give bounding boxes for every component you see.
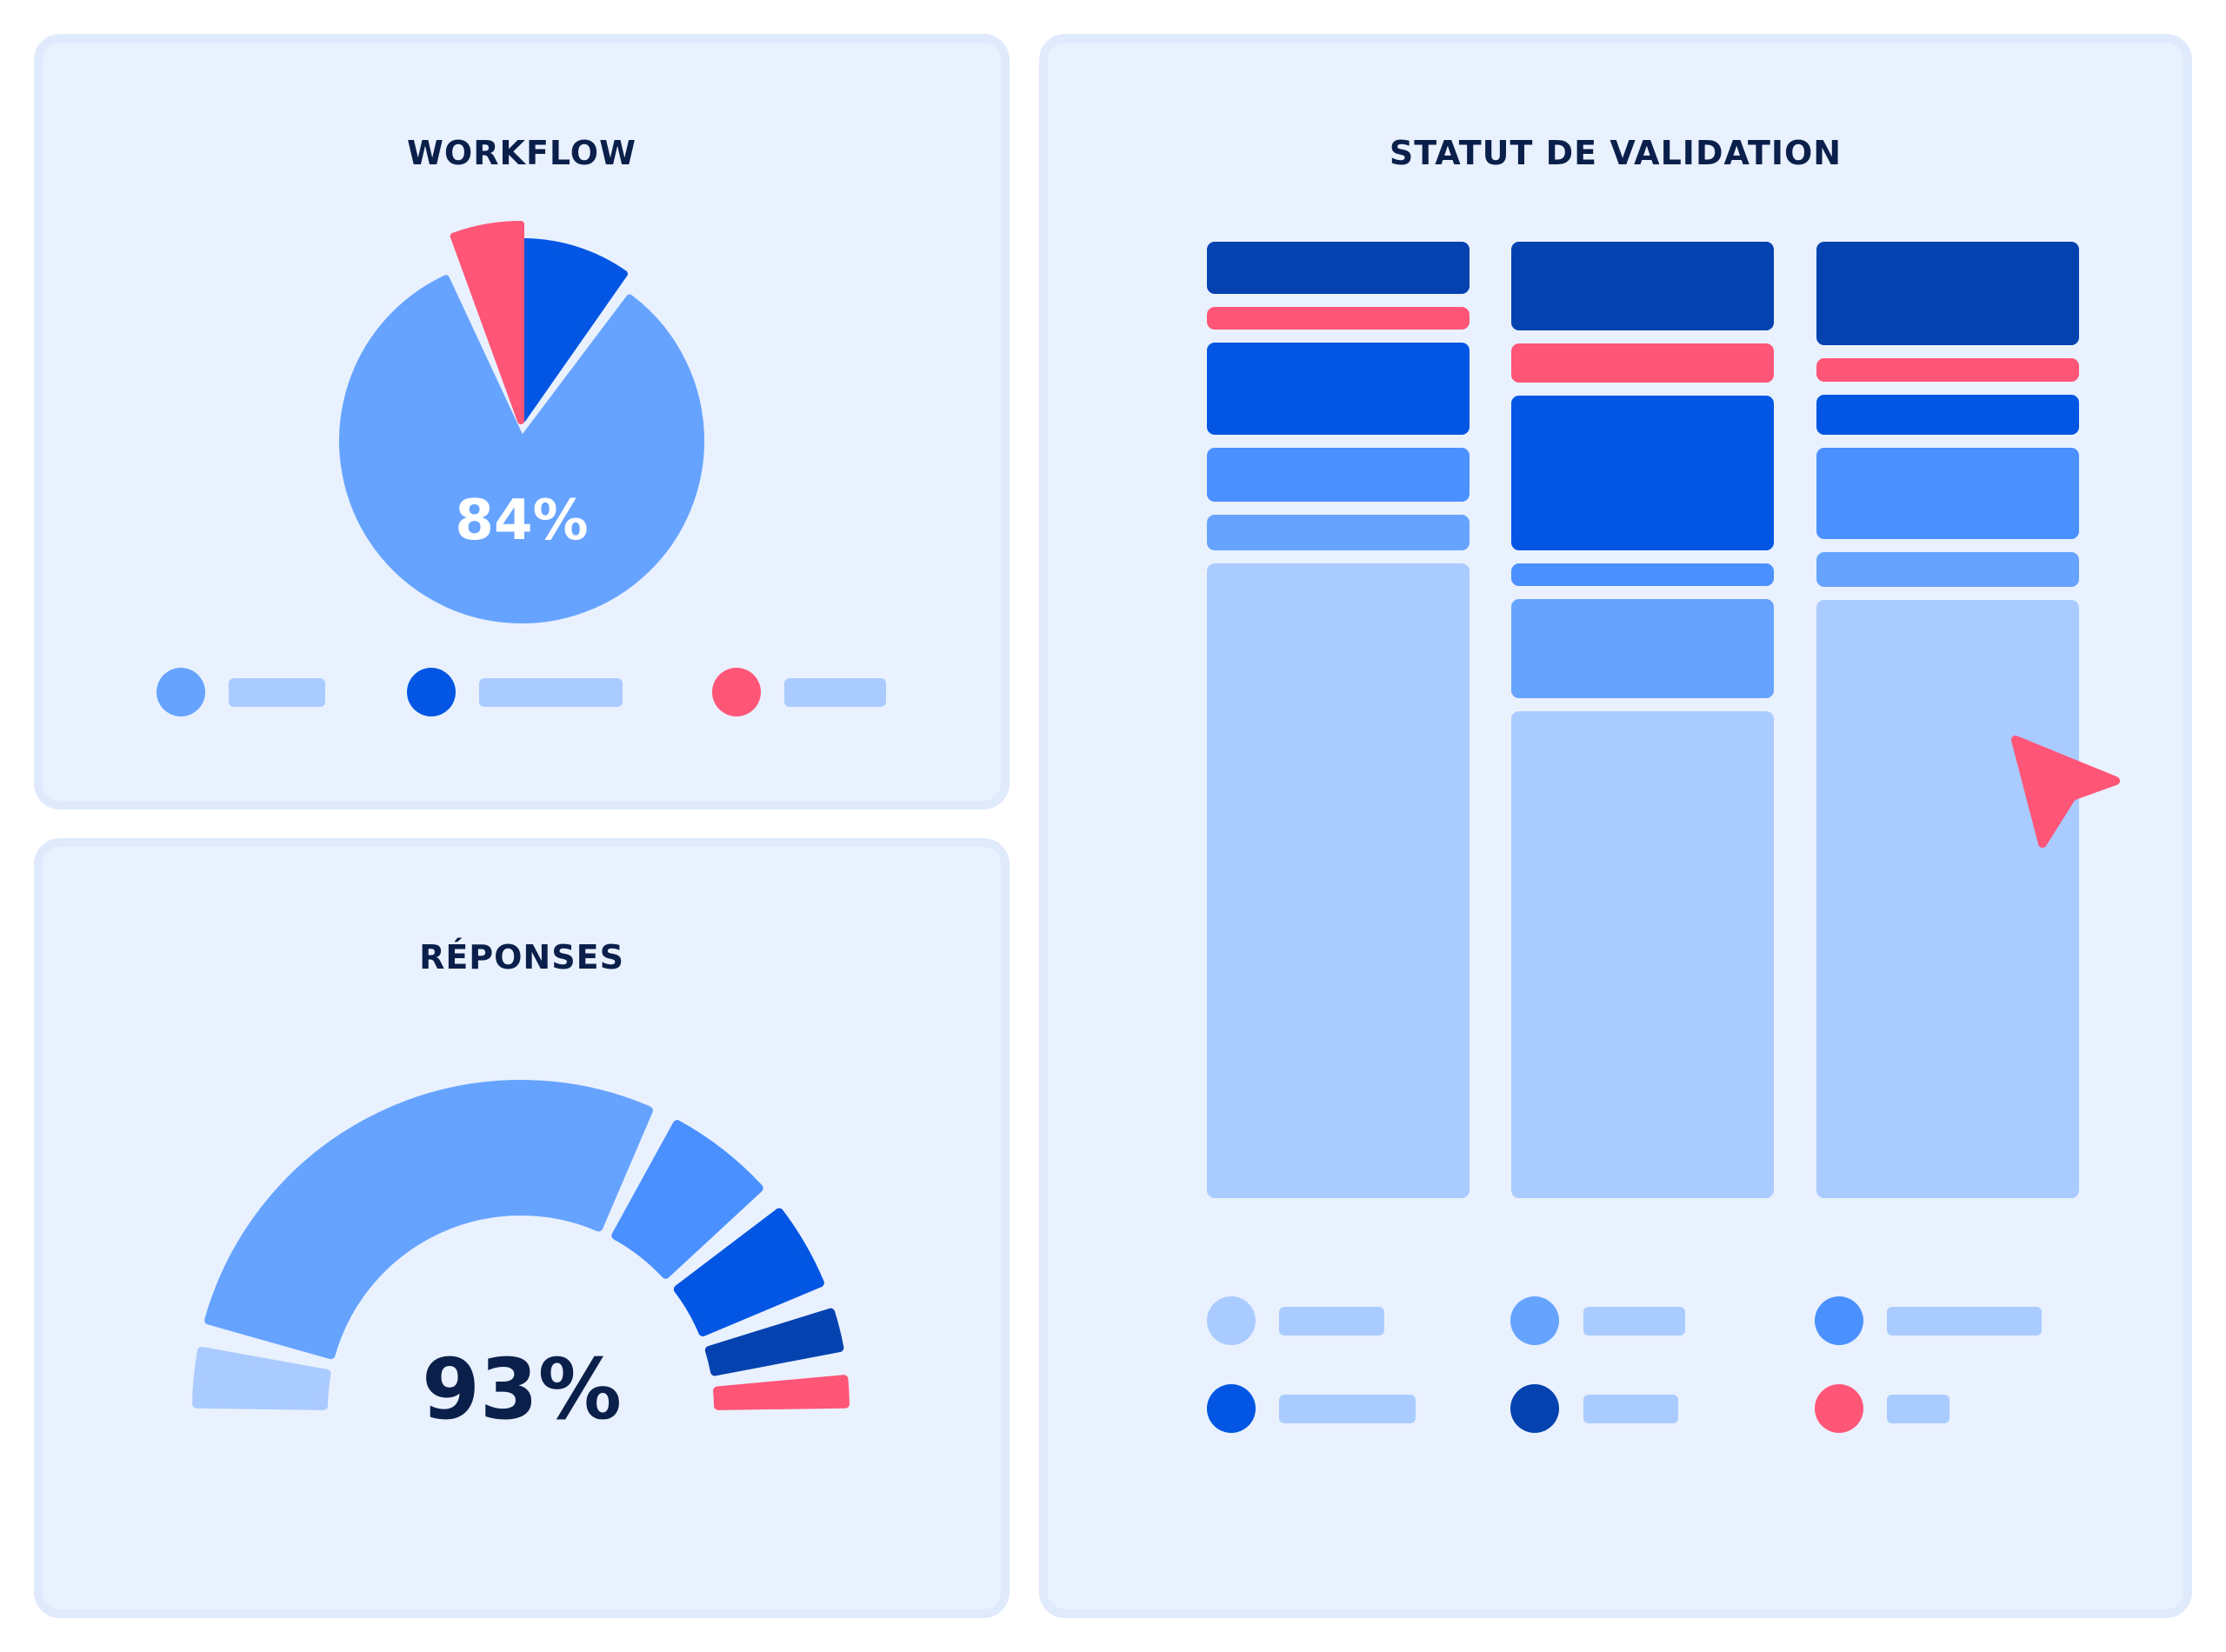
bar-segment bbox=[1816, 448, 2079, 539]
gauge-segment-2 bbox=[204, 1080, 653, 1360]
reponses-percentage: 93% bbox=[422, 1341, 622, 1438]
bar-segment bbox=[1207, 307, 1470, 330]
reponses-title: RÉPONSES bbox=[419, 938, 624, 976]
bar-segment bbox=[1207, 448, 1470, 502]
workflow-pie-chart bbox=[339, 221, 704, 623]
legend-label-placeholder-6 bbox=[1887, 1395, 1949, 1423]
legend-label-placeholder-1 bbox=[229, 678, 325, 707]
workflow-title: WORKFLOW bbox=[407, 134, 636, 172]
legend-label-placeholder-2 bbox=[479, 678, 623, 707]
bar-segment bbox=[1511, 599, 1774, 699]
bar-segment bbox=[1207, 563, 1470, 1198]
gauge-segment-5 bbox=[704, 1308, 844, 1376]
gauge-segment-6 bbox=[713, 1375, 850, 1410]
bar-segment bbox=[1207, 343, 1470, 435]
legend-label-placeholder-4 bbox=[1279, 1395, 1416, 1423]
pie-slice-2 bbox=[519, 238, 629, 423]
bar-segment bbox=[1207, 515, 1470, 550]
bar-segment bbox=[1511, 343, 1774, 383]
legend-dot-3 bbox=[712, 668, 761, 716]
legend-dot-2 bbox=[1510, 1296, 1559, 1345]
legend-label-placeholder-3 bbox=[1887, 1307, 2042, 1336]
legend-dot-3 bbox=[1815, 1296, 1863, 1345]
bar-segment bbox=[1816, 600, 2079, 1198]
bar-segment bbox=[1207, 242, 1470, 294]
gauge-segment-4 bbox=[673, 1208, 824, 1337]
pie-slice-1 bbox=[339, 275, 704, 623]
reponses-gauge-chart bbox=[192, 1080, 850, 1410]
legend-dot-6 bbox=[1815, 1384, 1863, 1433]
statut-validation-title: STATUT DE VALIDATION bbox=[1389, 134, 1843, 172]
legend-label-placeholder-2 bbox=[1583, 1307, 1685, 1336]
bar-segment bbox=[1816, 358, 2079, 382]
bar-segment bbox=[1816, 552, 2079, 587]
pie-slice-3 bbox=[450, 221, 524, 424]
bar-segment bbox=[1816, 242, 2079, 345]
stacked-bar-column-1 bbox=[1207, 242, 1470, 1198]
legend-label-placeholder-1 bbox=[1279, 1307, 1384, 1336]
legend-dot-1 bbox=[157, 668, 205, 716]
bar-segment bbox=[1511, 563, 1774, 587]
legend-dot-4 bbox=[1207, 1384, 1256, 1433]
legend-label-placeholder-5 bbox=[1583, 1395, 1678, 1423]
legend-label-placeholder-3 bbox=[784, 678, 886, 707]
gauge-segment-3 bbox=[611, 1120, 763, 1279]
bar-segment bbox=[1511, 242, 1774, 331]
legend-dot-2 bbox=[407, 668, 456, 716]
reponses-panel: RÉPONSES bbox=[34, 838, 1010, 1618]
legend-dot-1 bbox=[1207, 1296, 1256, 1345]
stacked-bar-column-3 bbox=[1816, 242, 2079, 1198]
workflow-percentage: 84% bbox=[455, 489, 589, 553]
bar-segment bbox=[1816, 395, 2079, 435]
bar-segment bbox=[1511, 711, 1774, 1198]
gauge-segment-1 bbox=[192, 1346, 331, 1410]
stacked-bar-column-2 bbox=[1511, 242, 1774, 1198]
legend-dot-5 bbox=[1510, 1384, 1559, 1433]
bar-segment bbox=[1511, 396, 1774, 551]
